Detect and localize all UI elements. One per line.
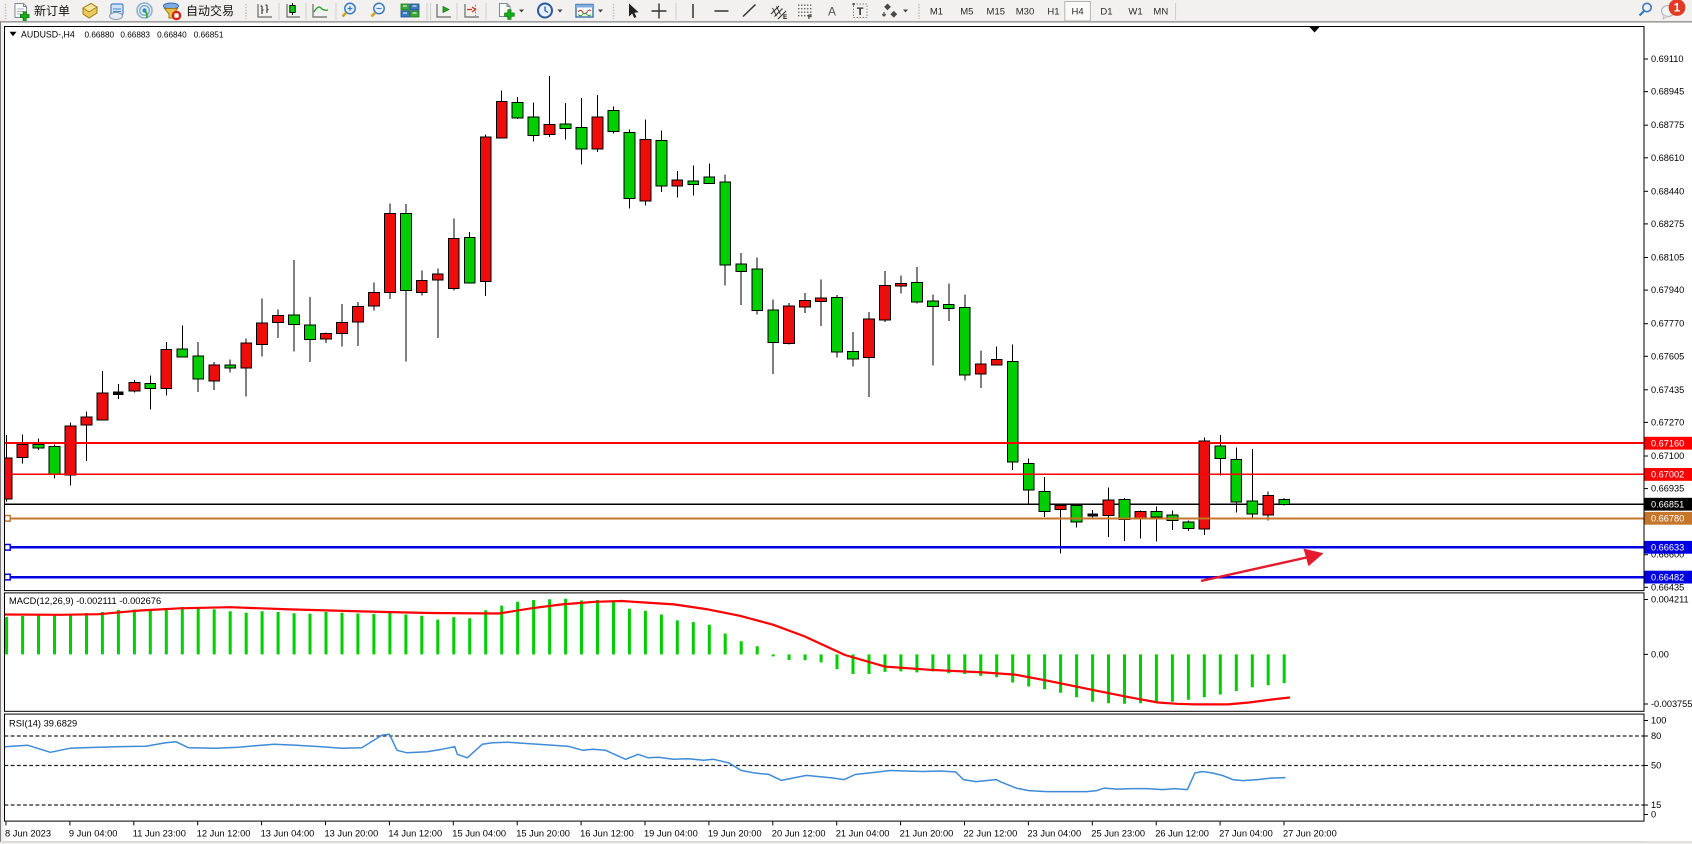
svg-text:0.00: 0.00 [1651, 649, 1669, 659]
svg-text:15 Jun 20:00: 15 Jun 20:00 [516, 829, 570, 839]
svg-text:100: 100 [1651, 716, 1666, 726]
svg-text:0.67270: 0.67270 [1651, 417, 1684, 427]
svg-text:0.66435: 0.66435 [1651, 582, 1684, 592]
svg-text:MN: MN [1153, 7, 1168, 18]
svg-text:E: E [783, 14, 788, 21]
svg-text:-0.003755: -0.003755 [1651, 699, 1692, 709]
svg-text:A: A [828, 5, 836, 19]
svg-text:0.67940: 0.67940 [1651, 285, 1684, 295]
svg-text:15 Jun 04:00: 15 Jun 04:00 [452, 829, 506, 839]
svg-text:0.67160: 0.67160 [1651, 438, 1684, 448]
svg-text:21 Jun 20:00: 21 Jun 20:00 [900, 829, 954, 839]
svg-text:0.67435: 0.67435 [1651, 385, 1684, 395]
svg-text:22 Jun 12:00: 22 Jun 12:00 [964, 829, 1018, 839]
svg-text:15: 15 [1651, 800, 1661, 810]
svg-text:0.69110: 0.69110 [1651, 54, 1684, 64]
svg-text:M15: M15 [987, 7, 1005, 18]
svg-text:H4: H4 [1072, 7, 1084, 18]
svg-text:W1: W1 [1128, 7, 1142, 18]
svg-text:D1: D1 [1100, 7, 1112, 18]
svg-text:0.68440: 0.68440 [1651, 186, 1684, 196]
svg-text:H1: H1 [1047, 7, 1059, 18]
svg-text:25 Jun 23:00: 25 Jun 23:00 [1091, 829, 1145, 839]
svg-text:0.66600: 0.66600 [1651, 550, 1684, 560]
svg-text:0.68610: 0.68610 [1651, 153, 1684, 163]
svg-text:19 Jun 20:00: 19 Jun 20:00 [708, 829, 762, 839]
svg-text:0.66851: 0.66851 [1651, 499, 1684, 509]
svg-text:0.004211: 0.004211 [1651, 595, 1689, 605]
svg-text:0: 0 [1651, 810, 1656, 820]
svg-text:F: F [808, 14, 812, 21]
svg-text:20 Jun 12:00: 20 Jun 12:00 [772, 829, 826, 839]
svg-text:0.67605: 0.67605 [1651, 351, 1684, 361]
svg-text:RSI(14) 39.6829: RSI(14) 39.6829 [9, 719, 77, 729]
svg-text:自动交易: 自动交易 [186, 3, 234, 18]
svg-text:26 Jun 12:00: 26 Jun 12:00 [1155, 829, 1209, 839]
svg-text:0.67770: 0.67770 [1651, 319, 1684, 329]
svg-text:80: 80 [1651, 731, 1661, 741]
svg-text:8 Jun 2023: 8 Jun 2023 [5, 829, 51, 839]
svg-text:0.66880: 0.66880 [85, 31, 115, 40]
svg-text:13 Jun 04:00: 13 Jun 04:00 [261, 829, 315, 839]
svg-text:1: 1 [1674, 3, 1681, 15]
svg-text:0.66851: 0.66851 [194, 31, 224, 40]
svg-text:0.68945: 0.68945 [1651, 87, 1684, 97]
svg-text:0.66633: 0.66633 [1651, 543, 1684, 553]
svg-text:M30: M30 [1016, 7, 1034, 18]
svg-text:9 Jun 04:00: 9 Jun 04:00 [69, 829, 118, 839]
svg-text:0.66482: 0.66482 [1651, 572, 1684, 582]
svg-text:0.67002: 0.67002 [1651, 470, 1684, 480]
svg-text:16 Jun 12:00: 16 Jun 12:00 [580, 829, 634, 839]
svg-text:0.66780: 0.66780 [1651, 514, 1684, 524]
svg-text:50: 50 [1651, 761, 1661, 771]
svg-text:T: T [857, 6, 864, 18]
svg-text:19 Jun 04:00: 19 Jun 04:00 [644, 829, 698, 839]
svg-text:M1: M1 [930, 7, 943, 18]
svg-text:M5: M5 [960, 7, 973, 18]
svg-text:21 Jun 04:00: 21 Jun 04:00 [836, 829, 890, 839]
svg-text:13 Jun 20:00: 13 Jun 20:00 [325, 829, 379, 839]
svg-text:0.68105: 0.68105 [1651, 253, 1684, 263]
svg-text:0.66840: 0.66840 [157, 31, 187, 40]
svg-text:MACD(12,26,9) -0.002111 -0.002: MACD(12,26,9) -0.002111 -0.002676 [9, 596, 161, 606]
svg-text:AUDUSD-,H4: AUDUSD-,H4 [21, 30, 75, 40]
svg-text:27 Jun 20:00: 27 Jun 20:00 [1283, 829, 1337, 839]
svg-text:0.66935: 0.66935 [1651, 484, 1684, 494]
svg-text:23 Jun 04:00: 23 Jun 04:00 [1027, 829, 1081, 839]
svg-text:27 Jun 04:00: 27 Jun 04:00 [1219, 829, 1273, 839]
svg-text:0.67100: 0.67100 [1651, 451, 1684, 461]
svg-text:12 Jun 12:00: 12 Jun 12:00 [197, 829, 251, 839]
svg-text:11 Jun 23:00: 11 Jun 23:00 [133, 829, 186, 839]
svg-text:0.68275: 0.68275 [1651, 219, 1684, 229]
svg-text:0.66883: 0.66883 [120, 31, 150, 40]
svg-text:新订单: 新订单 [34, 3, 70, 18]
svg-text:0.68775: 0.68775 [1651, 120, 1684, 130]
svg-text:14 Jun 12:00: 14 Jun 12:00 [388, 829, 442, 839]
